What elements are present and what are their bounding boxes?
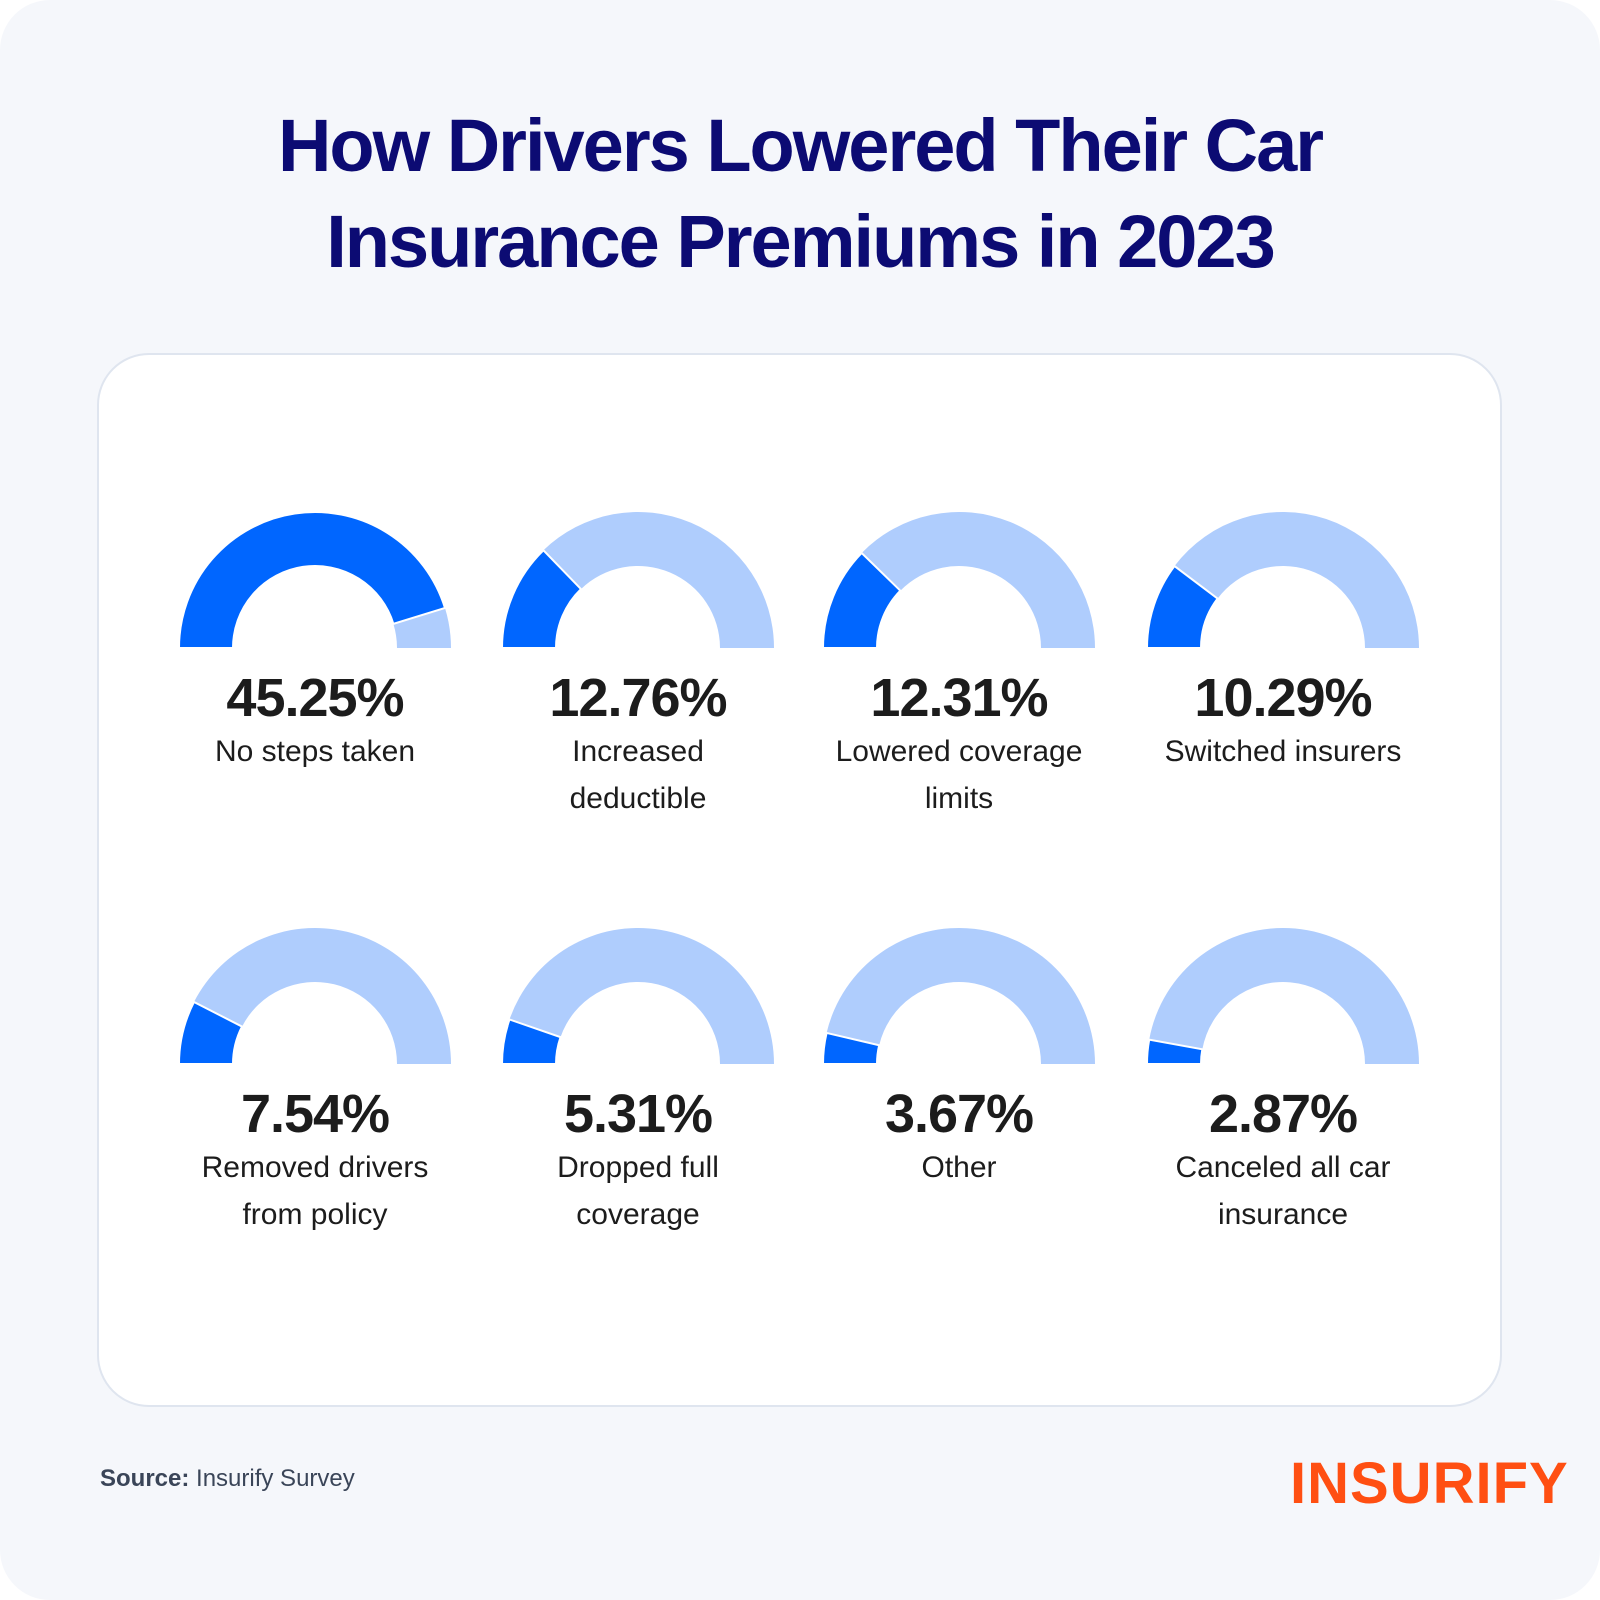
value-label: 12.31% (870, 668, 1048, 728)
chart-title: How Drivers Lowered Their Car Insurance … (0, 98, 1600, 290)
gauge-fill (821, 1031, 881, 1065)
gauge-remainder (1149, 927, 1419, 1064)
value-label: 7.54% (240, 1084, 390, 1144)
value-label: 5.31% (563, 1084, 713, 1144)
gauge-remainder (509, 928, 774, 1064)
value-label: 12.76% (549, 668, 727, 728)
gauge (821, 927, 1095, 1065)
category-label: Other (921, 1151, 997, 1184)
title-line-1: How Drivers Lowered Their Car (277, 104, 1324, 187)
gauge-caption: 5.31% Dropped full coverage (478, 1084, 798, 1238)
category-label: Increased deductible (569, 735, 707, 815)
gauge (500, 511, 774, 649)
category-label: Dropped full coverage (557, 1151, 719, 1231)
gauge-remainder (1174, 512, 1419, 648)
gauge-caption: 12.76% Increased deductible (478, 668, 798, 822)
value-label: 10.29% (1194, 668, 1372, 728)
gauge-fill (177, 1000, 244, 1065)
gauge-fill (1145, 564, 1219, 649)
gauge (177, 928, 451, 1065)
gauge-remainder (193, 928, 451, 1064)
gauge-fill (821, 551, 902, 649)
gauge-remainder (826, 927, 1095, 1064)
source-note: Source: Insurify Survey (100, 1465, 355, 1493)
value-label: 3.67% (884, 1084, 1034, 1144)
gauge-remainder (543, 511, 774, 648)
gauge-caption: 3.67% Other (799, 1084, 1119, 1191)
category-label: Lowered coverage limits (835, 735, 1083, 815)
gauge-fill (177, 511, 447, 649)
gauge (500, 928, 774, 1065)
gauge-remainder (393, 608, 451, 648)
gauge-fill (500, 548, 583, 649)
gauge-caption: 7.54% Removed drivers from policy (155, 1084, 475, 1238)
gauge-caption: 12.31% Lowered coverage limits (799, 668, 1119, 822)
value-label: 45.25% (226, 668, 404, 728)
category-label: No steps taken (214, 735, 416, 768)
gauge-fill (1145, 1038, 1204, 1065)
gauge-fill (500, 1018, 562, 1065)
source-label: Source: (100, 1465, 190, 1492)
gauge (1145, 927, 1419, 1065)
category-label: Canceled all car insurance (1175, 1151, 1391, 1231)
gauge-caption: 2.87% Canceled all car insurance (1123, 1084, 1443, 1238)
title-line-2: Insurance Premiums in 2023 (326, 200, 1275, 283)
category-label: Removed drivers from policy (201, 1151, 429, 1231)
gauge (821, 511, 1095, 649)
source-text: Insurify Survey (196, 1465, 355, 1492)
insurify-logo: INSURIFY (1290, 1451, 1569, 1516)
value-label: 2.87% (1208, 1084, 1358, 1144)
gauge-caption: 10.29% Switched insurers (1123, 668, 1443, 775)
gauge (1145, 512, 1419, 649)
gauge-caption: 45.25% No steps taken (155, 668, 475, 775)
category-label: Switched insurers (1164, 735, 1402, 768)
gauge (177, 511, 451, 649)
gauge-remainder (861, 511, 1095, 648)
